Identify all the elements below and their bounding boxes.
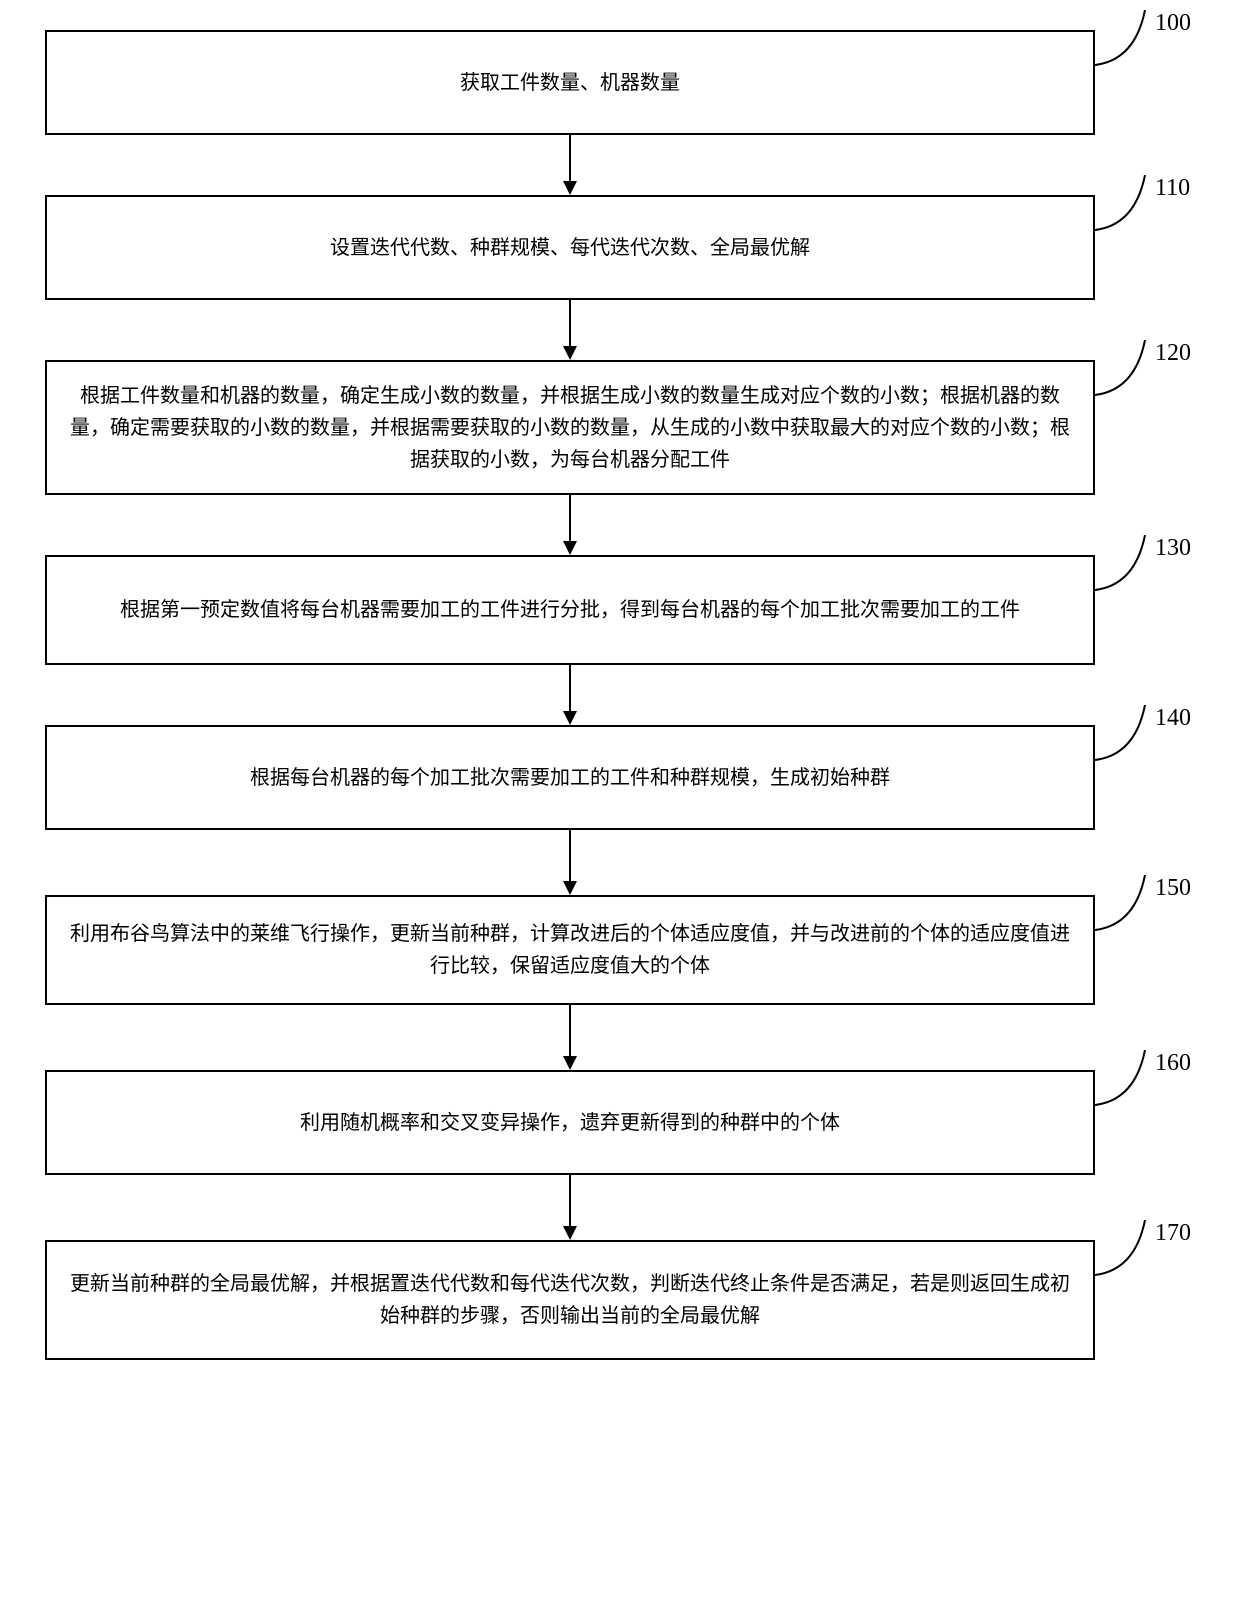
step-box-170: 更新当前种群的全局最优解，并根据置迭代代数和每代迭代次数，判断迭代终止条件是否满… (45, 1240, 1095, 1360)
step-text-130: 根据第一预定数值将每台机器需要加工的工件进行分批，得到每台机器的每个加工批次需要… (120, 594, 1020, 626)
step-box-160: 利用随机概率和交叉变异操作，遗弃更新得到的种群中的个体 (45, 1070, 1095, 1175)
step-text-100: 获取工件数量、机器数量 (460, 67, 680, 99)
arrow-line-7 (569, 1175, 571, 1226)
curve-160 (1095, 1050, 1155, 1110)
arrow-head-2 (563, 346, 577, 360)
curve-170 (1095, 1220, 1155, 1280)
arrow-line-1 (569, 135, 571, 181)
curve-110 (1095, 175, 1155, 235)
arrow-head-4 (563, 711, 577, 725)
step-label-120: 120 (1155, 340, 1191, 367)
step-label-150: 150 (1155, 875, 1191, 902)
step-label-160: 160 (1155, 1050, 1191, 1077)
curve-100 (1095, 10, 1155, 70)
step-label-130: 130 (1155, 535, 1191, 562)
step-label-140: 140 (1155, 705, 1191, 732)
step-text-150: 利用布谷鸟算法中的莱维飞行操作，更新当前种群，计算改进后的个体适应度值，并与改进… (67, 918, 1073, 982)
step-box-130: 根据第一预定数值将每台机器需要加工的工件进行分批，得到每台机器的每个加工批次需要… (45, 555, 1095, 665)
flowchart-container: 获取工件数量、机器数量 100 设置迭代代数、种群规模、每代迭代次数、全局最优解… (0, 0, 1240, 1604)
curve-120 (1095, 340, 1155, 400)
arrow-line-6 (569, 1005, 571, 1056)
arrow-line-2 (569, 300, 571, 346)
step-box-100: 获取工件数量、机器数量 (45, 30, 1095, 135)
step-label-100: 100 (1155, 10, 1191, 37)
arrow-head-6 (563, 1056, 577, 1070)
step-box-120: 根据工件数量和机器的数量，确定生成小数的数量，并根据生成小数的数量生成对应个数的… (45, 360, 1095, 495)
arrow-line-3 (569, 495, 571, 541)
step-text-160: 利用随机概率和交叉变异操作，遗弃更新得到的种群中的个体 (300, 1107, 840, 1139)
step-box-140: 根据每台机器的每个加工批次需要加工的工件和种群规模，生成初始种群 (45, 725, 1095, 830)
curve-150 (1095, 875, 1155, 935)
arrow-line-5 (569, 830, 571, 881)
curve-130 (1095, 535, 1155, 595)
step-text-170: 更新当前种群的全局最优解，并根据置迭代代数和每代迭代次数，判断迭代终止条件是否满… (67, 1268, 1073, 1332)
step-text-120: 根据工件数量和机器的数量，确定生成小数的数量，并根据生成小数的数量生成对应个数的… (67, 380, 1073, 476)
step-box-150: 利用布谷鸟算法中的莱维飞行操作，更新当前种群，计算改进后的个体适应度值，并与改进… (45, 895, 1095, 1005)
arrow-line-4 (569, 665, 571, 711)
curve-140 (1095, 705, 1155, 765)
arrow-head-7 (563, 1226, 577, 1240)
step-label-110: 110 (1155, 175, 1190, 202)
arrow-head-1 (563, 181, 577, 195)
step-text-140: 根据每台机器的每个加工批次需要加工的工件和种群规模，生成初始种群 (250, 762, 890, 794)
arrow-head-5 (563, 881, 577, 895)
step-label-170: 170 (1155, 1220, 1191, 1247)
step-text-110: 设置迭代代数、种群规模、每代迭代次数、全局最优解 (330, 232, 810, 264)
step-box-110: 设置迭代代数、种群规模、每代迭代次数、全局最优解 (45, 195, 1095, 300)
arrow-head-3 (563, 541, 577, 555)
